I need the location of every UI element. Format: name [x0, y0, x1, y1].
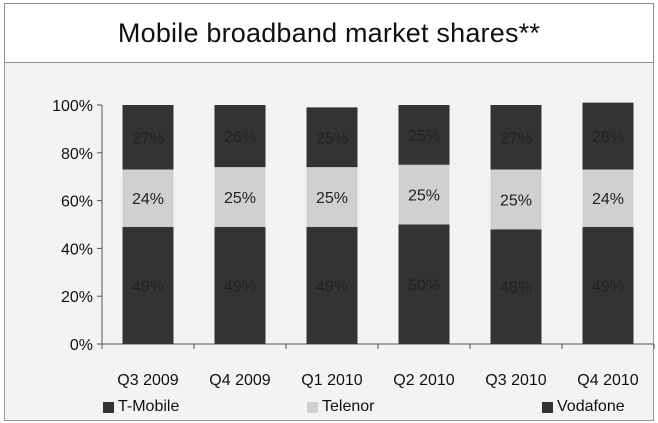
- x-tick-label: Q4 2009: [209, 372, 270, 389]
- x-tick-label: Q3 2009: [117, 372, 178, 389]
- bar-segment-t-mobile: [398, 224, 450, 344]
- bar-segment-t-mobile: [490, 229, 542, 344]
- bar-segment-telenor: [306, 167, 358, 227]
- bar-data-label: 48%: [500, 280, 532, 297]
- bar-segment-vodafone: [306, 107, 358, 168]
- bar-segment-t-mobile: [122, 226, 174, 344]
- legend-swatch-tmobile: [103, 401, 114, 413]
- y-tick-label: 100%: [52, 98, 93, 115]
- bar-data-label: 25%: [316, 130, 348, 147]
- x-tick-label: Q4 2010: [577, 372, 638, 389]
- bar-data-label: 25%: [224, 190, 256, 207]
- legend-swatch-telenor: [307, 401, 318, 413]
- bar-segment-vodafone: [582, 102, 634, 170]
- legend-label-telenor: Telenor: [322, 398, 375, 415]
- chart-axes: 0% 20% 40% 60% 80% 100% Q3 2009 Q4 2009 Q1 2010 Q…: [52, 98, 655, 389]
- legend-item-telenor: Telenor: [307, 397, 374, 417]
- bar-data-label: 26%: [224, 129, 256, 146]
- bar-data-label: 49%: [132, 278, 164, 295]
- bar-segment-vodafone: [122, 105, 174, 170]
- bar-data-label: 49%: [592, 278, 624, 295]
- legend-label-vodafone: Vodafone: [557, 398, 625, 415]
- chart-title: Mobile broadband market shares**: [117, 17, 541, 48]
- bar-data-label: 25%: [500, 192, 532, 209]
- bar-segment-t-mobile: [582, 226, 634, 344]
- bar-data-label: 24%: [592, 191, 624, 208]
- bar-segment-telenor: [582, 169, 634, 227]
- bar-data-label: 28%: [592, 129, 624, 146]
- bar-segment-t-mobile: [214, 226, 266, 344]
- y-tick-label: 60%: [61, 194, 93, 211]
- bar-segment-telenor: [122, 169, 174, 227]
- bar-segment-telenor: [490, 169, 542, 230]
- bar-data-label: 27%: [500, 130, 532, 147]
- bar-segment-t-mobile: [306, 226, 358, 344]
- chart-bars: [122, 102, 634, 344]
- bar-data-label: 49%: [316, 278, 348, 295]
- x-tick-label: Q3 2010: [485, 372, 546, 389]
- x-tick-label: Q2 2010: [393, 372, 454, 389]
- legend-label-tmobile: T-Mobile: [118, 398, 180, 415]
- bar-segment-vodafone: [214, 105, 266, 168]
- bar-data-label: 24%: [132, 191, 164, 208]
- bar-data-label: 25%: [316, 190, 348, 207]
- y-tick-label: 0%: [70, 337, 93, 354]
- bar-segment-vodafone: [398, 105, 450, 165]
- legend-item-vodafone: Vodafone: [542, 397, 625, 417]
- y-tick-label: 80%: [61, 146, 93, 163]
- y-tick-label: 40%: [61, 241, 93, 258]
- legend-swatch-vodafone: [542, 401, 553, 413]
- bar-segment-vodafone: [490, 105, 542, 170]
- chart-title-box: Mobile broadband market shares**: [4, 3, 654, 63]
- x-tick-label: Q1 2010: [301, 372, 362, 389]
- bar-data-label: 49%: [224, 278, 256, 295]
- legend-item-tmobile: T-Mobile: [103, 397, 179, 417]
- bar-data-label: 25%: [408, 188, 440, 205]
- chart-data-labels: 49% 24% 27% 49% 25% 26% 49% 25% 25% 50% 25% 25% 48% 2…: [132, 128, 624, 297]
- bar-segment-telenor: [214, 167, 266, 227]
- bar-data-label: 25%: [408, 128, 440, 145]
- bar-data-label: 50%: [408, 277, 440, 294]
- y-tick-label: 20%: [61, 289, 93, 306]
- bar-segment-telenor: [398, 164, 450, 225]
- bar-data-label: 27%: [132, 130, 164, 147]
